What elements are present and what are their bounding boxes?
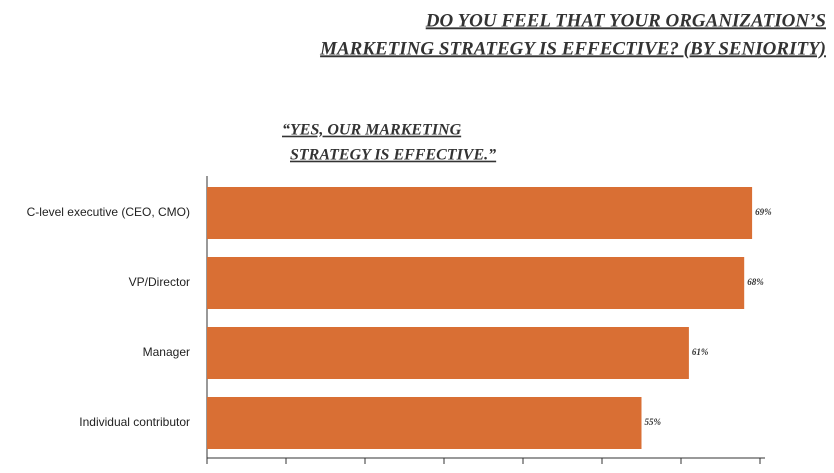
value-label: 69% — [755, 207, 772, 217]
y-tick-label: Individual contributor — [79, 415, 190, 429]
value-label: 68% — [747, 277, 764, 287]
chart-subtitle: “YES, OUR MARKETING — [282, 122, 462, 139]
y-tick-label: Manager — [143, 345, 190, 359]
bar — [207, 187, 753, 239]
bar — [207, 257, 745, 309]
y-tick-label: VP/Director — [129, 275, 190, 289]
chart-subtitle: STRATEGY IS EFFECTIVE.” — [290, 147, 496, 164]
value-label: 61% — [692, 347, 709, 357]
y-tick-label: C-level executive (CEO, CMO) — [27, 205, 190, 219]
chart-title: DO YOU FEEL THAT YOUR ORGANIZATION’S — [425, 10, 826, 31]
chart-title: MARKETING STRATEGY IS EFFECTIVE? (BY SEN… — [319, 38, 826, 59]
bar — [207, 397, 642, 449]
value-label: 55% — [645, 417, 662, 427]
bar — [207, 327, 689, 379]
